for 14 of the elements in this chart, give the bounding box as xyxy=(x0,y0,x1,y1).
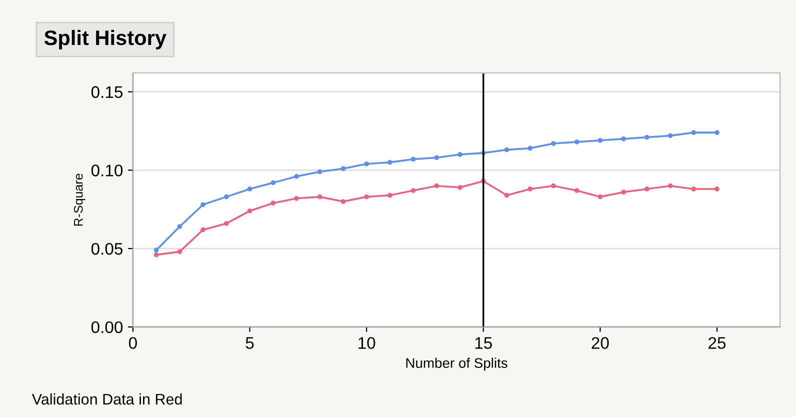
y-tick-label: 0.15 xyxy=(91,86,123,98)
x-tick-label: 15 xyxy=(475,337,492,349)
x-tick-label: 0 xyxy=(128,337,137,349)
y-tick-label: 0.10 xyxy=(91,164,123,176)
x-tick-label: 25 xyxy=(708,337,726,349)
x-tick-label: 20 xyxy=(592,337,609,349)
text: Validation Data in Red xyxy=(32,393,182,405)
y-tick-label: 0.00 xyxy=(91,321,123,334)
x-tick-label: 10 xyxy=(358,337,376,349)
y-axis-title: R-Square xyxy=(74,174,86,226)
chart-title: Split History xyxy=(44,30,166,50)
y-tick-label: 0.05 xyxy=(91,242,123,255)
x-tick-label: 5 xyxy=(246,337,254,349)
x-axis-title: Number of Splits xyxy=(406,358,508,371)
